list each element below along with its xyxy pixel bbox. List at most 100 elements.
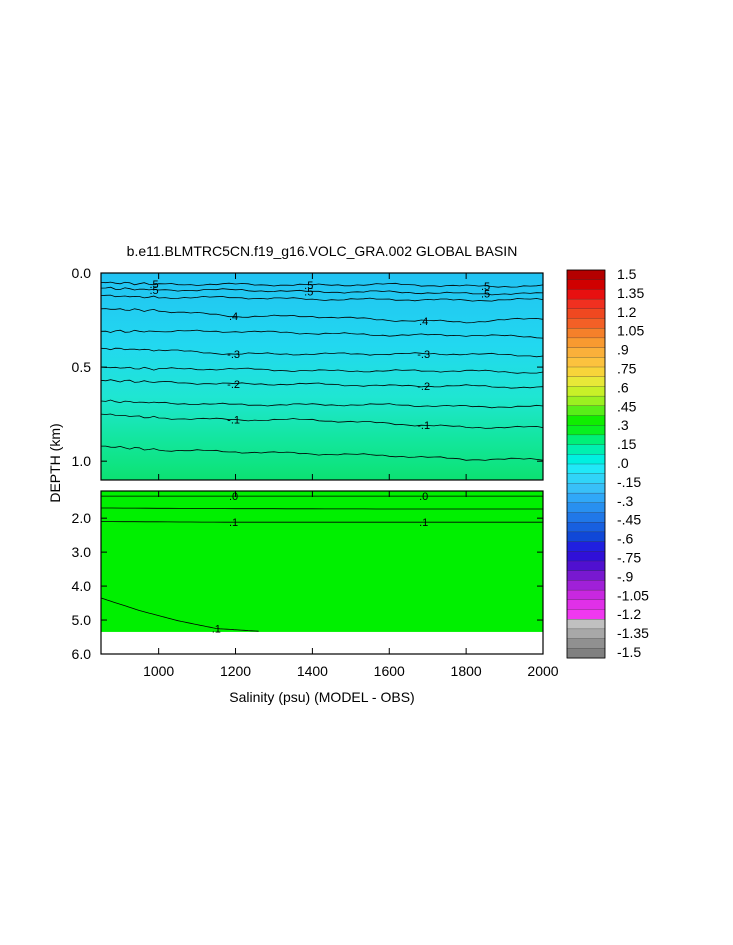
- colorbar-label: .6: [617, 379, 629, 395]
- colorbar-swatch: [566, 289, 606, 300]
- colorbar-label: -1.05: [617, 587, 649, 603]
- colorbar-swatch: [566, 347, 606, 358]
- colorbar-label: 1.35: [617, 285, 644, 301]
- contour-label: .0: [229, 491, 238, 503]
- colorbar-swatch: [566, 308, 606, 319]
- bottom-topography: [101, 631, 543, 654]
- colorbar-swatch: [566, 589, 606, 601]
- contour-line: [101, 445, 544, 461]
- colorbar-label: -.45: [617, 512, 641, 528]
- colorbar-swatch: [566, 580, 606, 591]
- x-axis-ticks: 1000 1200 1400 1600 1800 2000: [143, 273, 559, 679]
- y-tick-label: 6.0: [72, 646, 92, 662]
- colorbar-swatch: [566, 609, 606, 620]
- y-tick-label: 2.0: [72, 510, 92, 526]
- upper-contours: .5.5.5.5.5.5.4.4-.3 -.3-.2 -.2-.1 -.1: [100, 279, 544, 461]
- colorbar-swatch: [566, 473, 606, 484]
- colorbar-label: .0: [617, 455, 629, 471]
- colorbar-label: .75: [617, 361, 637, 377]
- contour-label: -.3: [227, 349, 240, 361]
- contour-line: [100, 597, 259, 632]
- colorbar-label: -.3: [617, 493, 634, 509]
- upper-panel: .5.5.5.5.5.5.4.4-.3 -.3-.2 -.2-.1 -.1 0.00.…: [72, 265, 544, 481]
- contour-line: [100, 399, 544, 409]
- colorbar-swatch: [566, 522, 606, 533]
- contour-label: .5: [149, 285, 158, 297]
- upper-panel-fill: [101, 273, 543, 480]
- y-tick-label: 5.0: [72, 612, 92, 628]
- colorbar-swatch: [566, 366, 606, 378]
- contour-line: [100, 366, 544, 374]
- contour-label: .0: [419, 491, 428, 503]
- colorbar-swatch: [566, 405, 606, 416]
- colorbar-label: 1.2: [617, 304, 637, 320]
- colorbar-swatch: [566, 415, 606, 426]
- lower-panel: .0 .0 .1 .1 .1 2.0 3.0 4.0 5.0 6.0: [72, 490, 544, 662]
- lower-panel-fill: [101, 491, 543, 654]
- contour-label: .5: [304, 280, 313, 292]
- colorbar-swatch: [566, 463, 606, 475]
- colorbar-label: -.9: [617, 568, 634, 584]
- y-tick-label: 3.0: [72, 544, 92, 560]
- colorbar-swatch: [566, 444, 606, 455]
- colorbar-label: 1.5: [617, 266, 637, 282]
- contour-label: -.2: [227, 379, 240, 391]
- contour-line: [100, 294, 544, 302]
- colorbar-label: .3: [617, 417, 629, 433]
- x-tick-label: 1800: [451, 663, 482, 679]
- colorbar-swatch: [566, 531, 606, 543]
- colorbar-label: -1.2: [617, 606, 641, 622]
- y-tick-label: 0.0: [72, 265, 92, 281]
- colorbar-swatch: [566, 425, 606, 436]
- colorbar-swatch: [566, 395, 606, 407]
- contour-line: [100, 308, 544, 324]
- contour-line: [100, 286, 544, 296]
- contour-label: .5: [481, 289, 490, 301]
- colorbar-label: .9: [617, 342, 629, 358]
- colorbar-swatch: [566, 357, 606, 368]
- colorbar-frame: [566, 269, 606, 659]
- contour-line: [100, 329, 544, 339]
- contour-label: .5: [481, 281, 490, 293]
- contour-label: -.2: [417, 381, 430, 393]
- colorbar-swatch: [566, 376, 606, 387]
- colorbar-swatch: [566, 434, 606, 446]
- contour-label: -.1: [417, 420, 430, 432]
- colorbar-swatch: [566, 628, 606, 640]
- upper-panel-frame: [100, 272, 544, 481]
- colorbar-swatch: [566, 318, 606, 329]
- contour-line: [100, 413, 544, 429]
- x-tick-label: 2000: [527, 663, 558, 679]
- contour-label: -.3: [417, 349, 430, 361]
- y-tick-label: 0.5: [72, 359, 92, 375]
- colorbar-swatch: [566, 551, 606, 562]
- colorbar-label: -.15: [617, 474, 641, 490]
- colorbar-swatch: [566, 298, 606, 310]
- y-axis-label: DEPTH (km): [47, 423, 63, 502]
- colorbar-swatch: [566, 502, 606, 513]
- colorbar-swatch: [566, 279, 606, 290]
- colorbar-label: -.6: [617, 531, 634, 547]
- contour-label: .4: [229, 311, 238, 323]
- contour-label: .1: [229, 517, 238, 529]
- colorbar-swatch: [566, 638, 606, 649]
- contour-line: [101, 521, 543, 523]
- colorbar-swatch: [566, 269, 606, 281]
- colorbar-swatch: [566, 454, 606, 465]
- chart-title: b.e11.BLMTRC5CN.f19_g16.VOLC_GRA.002 GLO…: [127, 243, 518, 259]
- colorbar-swatch: [566, 560, 606, 572]
- colorbar-swatch: [566, 337, 606, 349]
- contour-label: .5: [149, 279, 158, 291]
- colorbar-swatch: [566, 328, 606, 339]
- colorbar: 1.5 1.35 1.2 1.05 .9 .75 .6 .45 .3 .15 .0 -.15 -.3 -.…: [566, 266, 649, 660]
- upper-y-ticks: 0.0 0.5 1.0: [72, 265, 543, 469]
- colorbar-label: 1.05: [617, 323, 644, 339]
- x-tick-label: 1000: [143, 663, 174, 679]
- y-tick-label: 1.0: [72, 453, 92, 469]
- colorbar-label: -1.35: [617, 625, 649, 641]
- colorbar-label: -1.5: [617, 644, 641, 660]
- colorbar-swatch: [566, 483, 606, 494]
- colorbar-swatch: [566, 619, 606, 630]
- x-tick-label: 1400: [297, 663, 328, 679]
